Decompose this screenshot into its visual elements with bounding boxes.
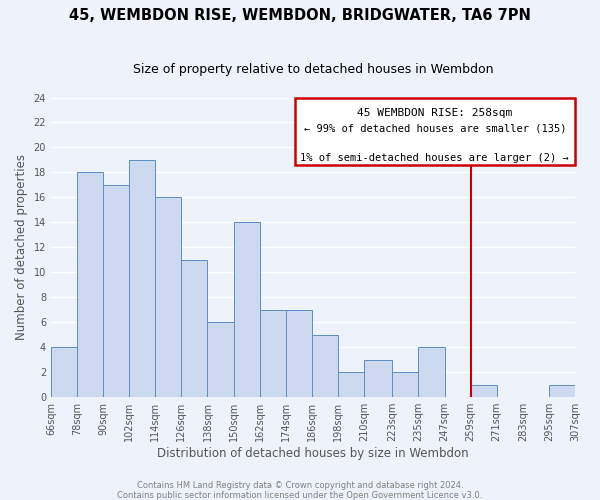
Text: Contains public sector information licensed under the Open Government Licence v3: Contains public sector information licen…	[118, 490, 482, 500]
Bar	[233, 222, 260, 397]
Bar	[286, 310, 312, 397]
Bar	[338, 372, 364, 397]
Text: Contains HM Land Registry data © Crown copyright and database right 2024.: Contains HM Land Registry data © Crown c…	[137, 482, 463, 490]
Bar	[364, 360, 392, 397]
Text: 1% of semi-detached houses are larger (2) →: 1% of semi-detached houses are larger (2…	[301, 153, 569, 163]
Bar	[77, 172, 103, 397]
Text: ← 99% of detached houses are smaller (135): ← 99% of detached houses are smaller (13…	[304, 123, 566, 133]
Bar	[51, 348, 77, 397]
Text: 45 WEMBDON RISE: 258sqm: 45 WEMBDON RISE: 258sqm	[357, 108, 512, 118]
Bar	[260, 310, 286, 397]
Y-axis label: Number of detached properties: Number of detached properties	[15, 154, 28, 340]
Bar	[208, 322, 233, 397]
Bar	[312, 335, 338, 397]
Bar	[470, 384, 497, 397]
Bar	[103, 185, 129, 397]
Text: 45, WEMBDON RISE, WEMBDON, BRIDGWATER, TA6 7PN: 45, WEMBDON RISE, WEMBDON, BRIDGWATER, T…	[69, 8, 531, 22]
Title: Size of property relative to detached houses in Wembdon: Size of property relative to detached ho…	[133, 62, 493, 76]
Bar	[418, 348, 445, 397]
Bar	[549, 384, 575, 397]
Bar	[392, 372, 418, 397]
Bar	[155, 198, 181, 397]
FancyBboxPatch shape	[295, 98, 575, 165]
X-axis label: Distribution of detached houses by size in Wembdon: Distribution of detached houses by size …	[157, 447, 469, 460]
Bar	[181, 260, 208, 397]
Bar	[129, 160, 155, 397]
